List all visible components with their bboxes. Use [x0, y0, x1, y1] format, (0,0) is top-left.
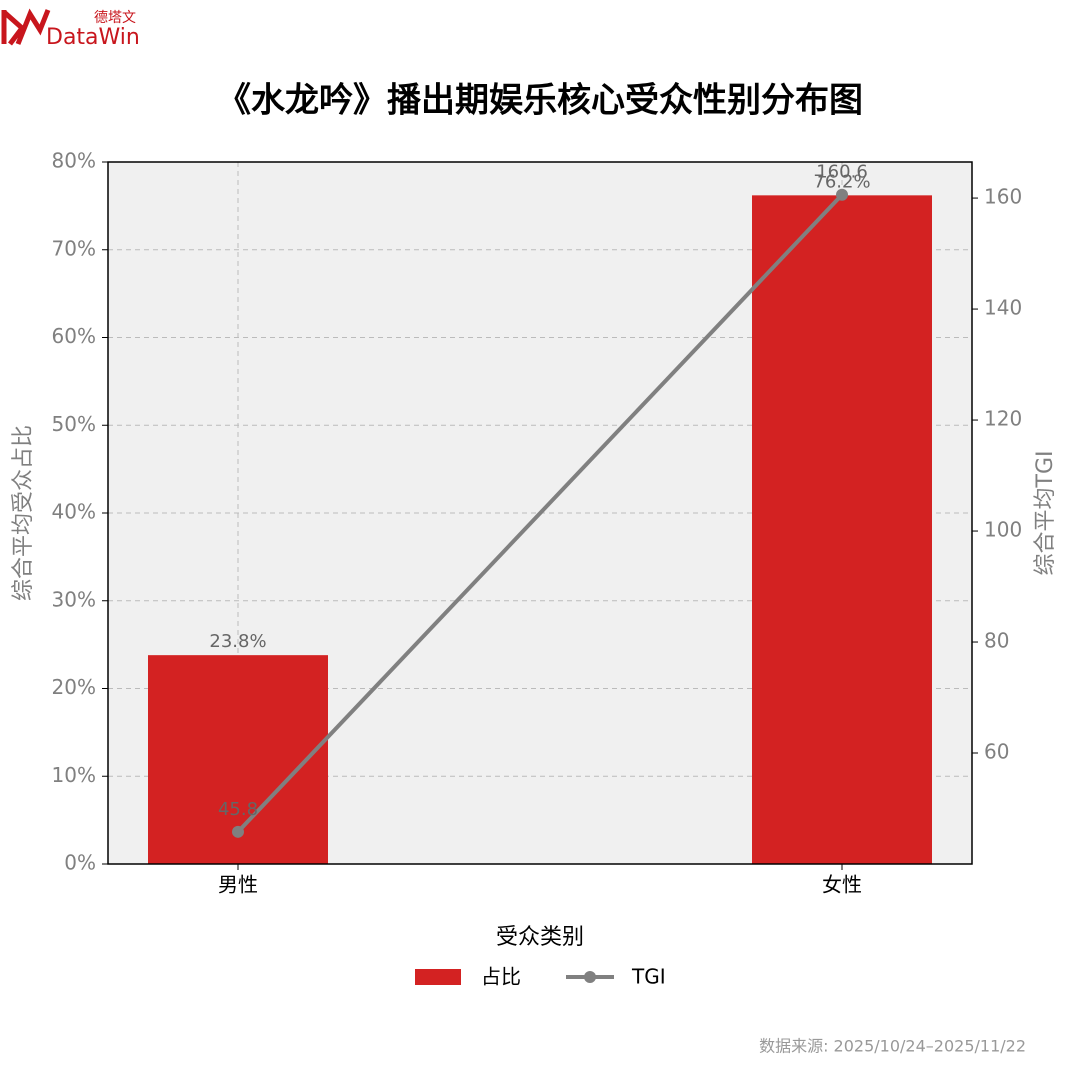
x-axis-label: 受众类别 — [496, 925, 584, 950]
y2-tick-label: 160 — [984, 185, 1022, 209]
plot-frame — [107, 161, 973, 865]
y-tick-label: 80% — [52, 149, 96, 173]
y-tick-label: 50% — [52, 412, 96, 436]
y2-tick-label: 60 — [984, 740, 1009, 764]
logo-mark — [1, 8, 51, 46]
line-value-label: 45.8 — [218, 799, 258, 820]
legend-swatch — [415, 969, 461, 985]
legend-label: TGI — [631, 965, 666, 989]
y-tick-label: 30% — [52, 587, 96, 611]
y2-tick-label: 100 — [984, 518, 1022, 542]
y2-tick-label: 120 — [984, 407, 1022, 431]
bar-value-label: 23.8% — [209, 631, 266, 652]
line — [236, 193, 844, 834]
y-axis-label: 综合平均受众占比 — [11, 425, 36, 601]
source: 数据来源: 2025/10/24–2025/11/22 — [759, 1037, 1026, 1056]
legend-dot — [584, 971, 596, 983]
y2-tick-label: 80 — [984, 629, 1009, 653]
y-tick-label: 0% — [64, 851, 96, 875]
x-tick-label: 女性 — [822, 873, 862, 897]
logo-en: DataWin — [46, 25, 140, 50]
y2-tick-label: 140 — [984, 296, 1022, 320]
y-tick-label: 60% — [52, 324, 96, 348]
line-value-label: 160.6 — [816, 162, 868, 183]
y-tick-label: 20% — [52, 675, 96, 699]
bar-value-label: 76.2% — [813, 171, 870, 192]
line-point — [232, 825, 244, 838]
logo: 德塔文 DataWin — [1, 8, 140, 50]
y-tick-label: 10% — [52, 763, 96, 787]
legend-label: 占比 — [481, 965, 521, 989]
y-tick-label: 40% — [52, 500, 96, 524]
x-tick-label: 男性 — [218, 873, 258, 897]
y-tick-label: 70% — [52, 236, 96, 260]
logo-cn: 德塔文 — [94, 10, 136, 26]
y2-axis-label: 综合平均TGI — [1033, 451, 1058, 576]
line-point — [836, 188, 848, 201]
bar — [752, 195, 932, 865]
chart-title: 《水龙吟》播出期娱乐核心受众性别分布图 — [217, 81, 863, 121]
